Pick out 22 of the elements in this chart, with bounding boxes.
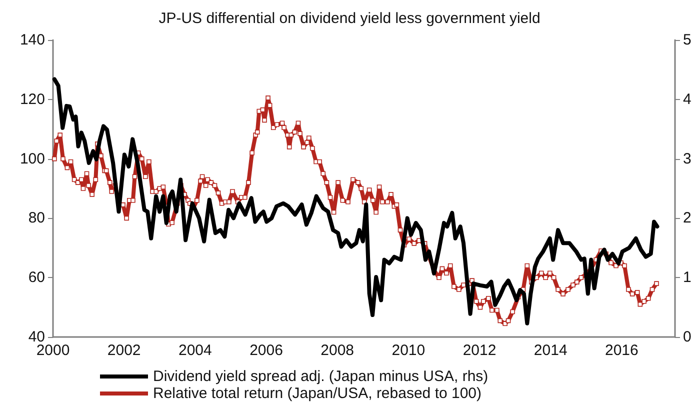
y2-tick-label: 3 <box>683 150 692 168</box>
y-tick-label: 80 <box>28 210 45 227</box>
chart-title: JP-US differential on dividend yield less government yield <box>158 10 540 27</box>
x-tick-label: 2016 <box>605 342 638 359</box>
y2-tick-label: 0 <box>683 328 692 346</box>
y2-tick-label: 1 <box>683 269 692 286</box>
x-tick-label: 2010 <box>392 342 426 359</box>
y-tick-label: 60 <box>28 269 45 286</box>
x-tick-label: 2006 <box>250 342 283 359</box>
x-tick-label: 2008 <box>320 342 354 359</box>
y2-tick-label: 4 <box>683 90 692 108</box>
legend-label: Dividend yield spread adj. (Japan minus USA, rhs) <box>153 368 488 385</box>
y2-tick-label: 2 <box>683 210 692 227</box>
y-tick-label: 120 <box>20 90 45 108</box>
x-tick-label: 2004 <box>178 342 212 359</box>
y2-tick-label: 5 <box>683 32 692 48</box>
y-tick-label: 100 <box>20 150 45 168</box>
x-tick-label: 2012 <box>462 342 496 359</box>
legend-label: Relative total return (Japan/USA, rebased to 100) <box>153 385 482 402</box>
x-tick-label: 2002 <box>107 342 141 359</box>
x-tick-label: 2014 <box>534 342 568 359</box>
y-tick-label: 140 <box>20 32 45 48</box>
